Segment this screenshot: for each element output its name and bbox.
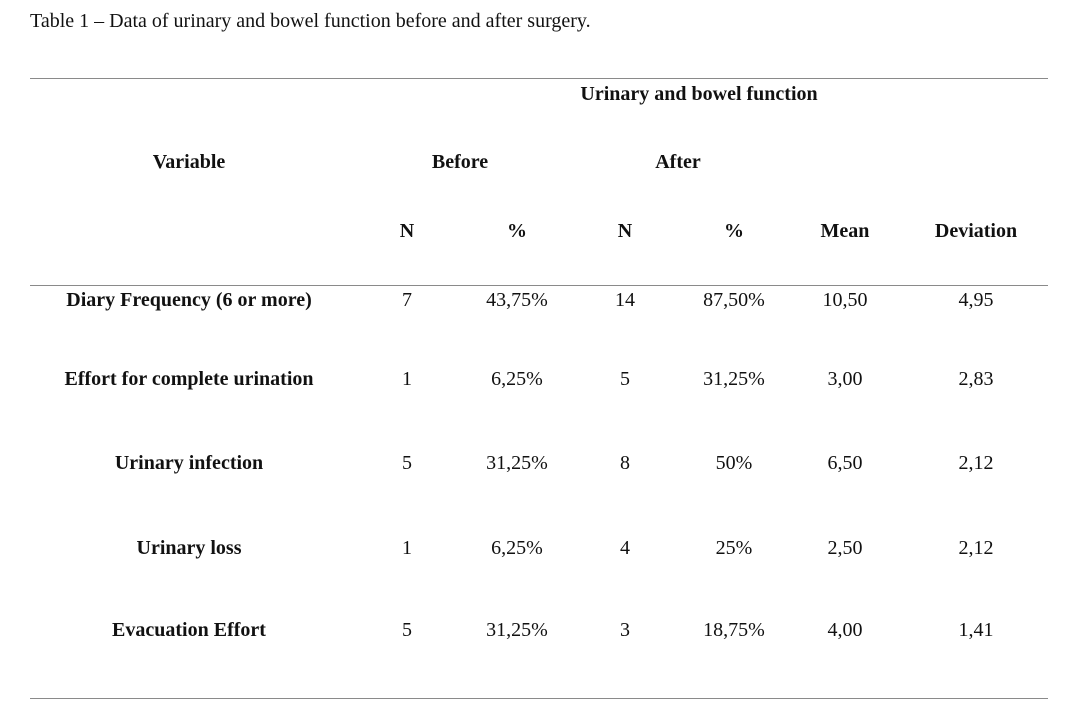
column-header-after-n: N xyxy=(617,220,633,242)
row-before-pct: 6,25% xyxy=(491,368,543,390)
row-before-n: 5 xyxy=(402,452,412,474)
column-header-before-pct: % xyxy=(507,220,527,242)
row-mean: 3,00 xyxy=(827,368,863,390)
column-header-mean: Mean xyxy=(820,220,870,242)
row-after-n: 8 xyxy=(620,452,630,474)
row-after-n: 4 xyxy=(620,537,630,559)
after-header: After xyxy=(655,151,701,173)
group-title: Urinary and bowel function xyxy=(580,83,818,105)
row-after-n: 3 xyxy=(620,619,630,641)
row-before-n: 1 xyxy=(402,368,412,390)
row-after-pct: 87,50% xyxy=(703,289,765,311)
column-header-before-n: N xyxy=(399,220,415,242)
row-mean: 10,50 xyxy=(822,289,868,311)
table-top-rule xyxy=(30,78,1048,79)
row-after-pct: 25% xyxy=(715,537,753,559)
row-before-pct: 43,75% xyxy=(486,289,548,311)
row-before-pct: 31,25% xyxy=(486,452,548,474)
column-header-deviation: Deviation xyxy=(934,220,1018,242)
row-deviation: 2,12 xyxy=(958,537,994,559)
row-mean: 6,50 xyxy=(827,452,863,474)
row-before-n: 7 xyxy=(402,289,412,311)
row-variable: Diary Frequency (6 or more) xyxy=(66,289,312,311)
row-after-pct: 31,25% xyxy=(703,368,765,390)
row-mean: 4,00 xyxy=(827,619,863,641)
row-mean: 2,50 xyxy=(827,537,863,559)
table-caption: Table 1 – Data of urinary and bowel func… xyxy=(30,10,591,32)
table-bottom-rule xyxy=(30,698,1048,699)
row-deviation: 4,95 xyxy=(958,289,994,311)
row-variable: Urinary loss xyxy=(136,537,242,559)
row-before-n: 1 xyxy=(402,537,412,559)
row-before-n: 5 xyxy=(402,619,412,641)
before-header: Before xyxy=(431,151,489,173)
variable-header: Variable xyxy=(152,151,226,173)
row-variable: Evacuation Effort xyxy=(112,619,266,641)
row-after-pct: 18,75% xyxy=(703,619,765,641)
row-before-pct: 6,25% xyxy=(491,537,543,559)
row-deviation: 1,41 xyxy=(958,619,994,641)
row-deviation: 2,83 xyxy=(958,368,994,390)
row-deviation: 2,12 xyxy=(958,452,994,474)
row-variable: Urinary infection xyxy=(114,452,264,474)
row-after-n: 14 xyxy=(615,289,635,311)
row-after-n: 5 xyxy=(620,368,630,390)
table-header-rule xyxy=(30,285,1048,286)
row-variable: Effort for complete urination xyxy=(64,368,314,390)
row-after-pct: 50% xyxy=(715,452,753,474)
column-header-after-pct: % xyxy=(724,220,744,242)
row-before-pct: 31,25% xyxy=(486,619,548,641)
